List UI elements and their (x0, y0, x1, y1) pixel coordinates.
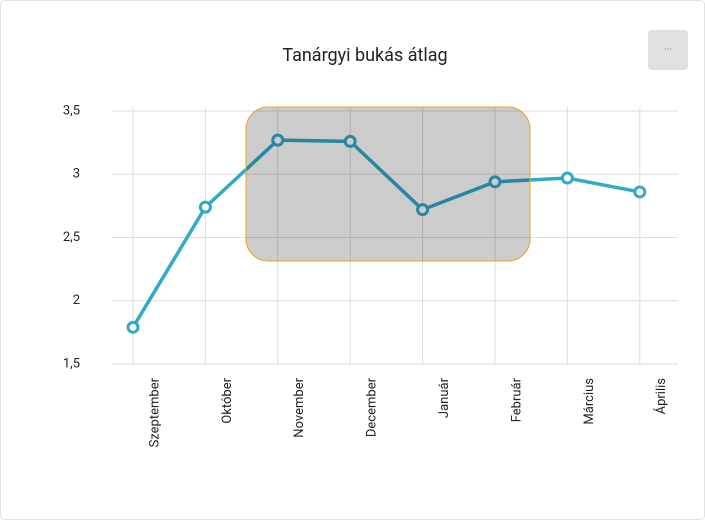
y-tick-label: 2,5 (63, 230, 80, 245)
point (271, 133, 285, 147)
line (131, 138, 641, 329)
x-tick-label: Április (653, 378, 669, 415)
x-tick-label: December (365, 377, 380, 437)
highlight-box (245, 106, 531, 262)
point (560, 171, 574, 185)
point (126, 320, 140, 334)
x-tick-label: Március (582, 378, 597, 425)
point (633, 185, 647, 199)
point (488, 175, 502, 189)
x-tick-label: November (292, 377, 307, 437)
x-tick-label: Február (509, 377, 524, 422)
y-tick-label: 3,5 (63, 103, 80, 118)
x-tick-label: Január (437, 377, 452, 418)
x-tick-label: Szeptember (147, 377, 162, 447)
y-tick-label: 3 (73, 167, 80, 182)
point (416, 203, 430, 217)
chart-title: Tanárgyi bukás átlag (282, 45, 447, 66)
menu-button[interactable] (648, 30, 688, 70)
point (343, 134, 357, 148)
point (198, 200, 212, 214)
y-tick-label: 1,5 (63, 356, 80, 371)
y-tick-label: 2 (73, 293, 80, 308)
menu-icon[interactable]: ··· (664, 43, 673, 56)
x-tick-label: Október (220, 377, 235, 423)
